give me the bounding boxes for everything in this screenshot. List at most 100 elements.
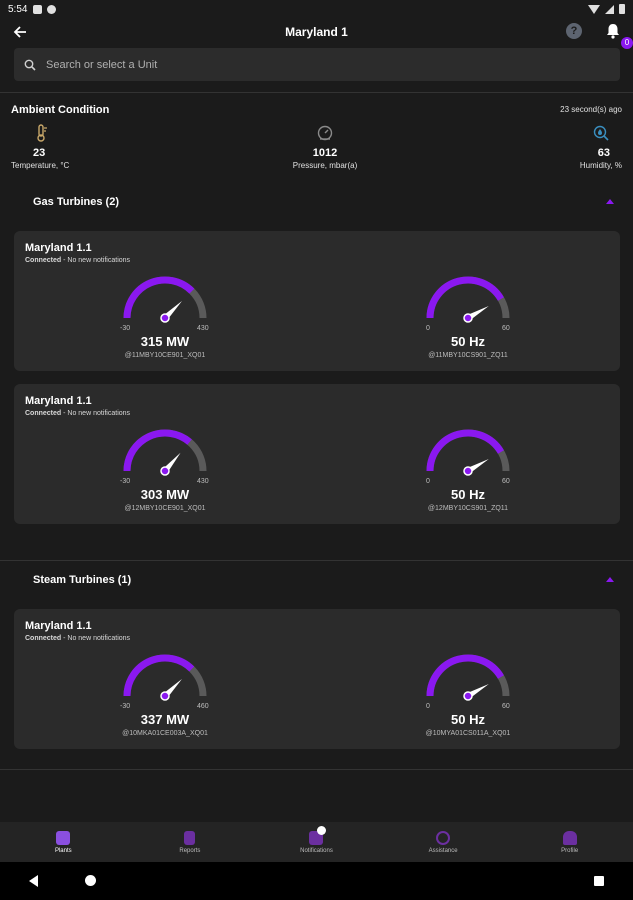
gauge-hub — [463, 691, 473, 701]
nav-label: Notifications — [300, 847, 333, 854]
gauge-track — [426, 654, 510, 697]
gauge-fill — [426, 429, 504, 472]
gauge-max: 60 — [502, 325, 510, 332]
gauge-tag: @12MBY10CS901_ZQ11 — [427, 505, 509, 512]
ambient-humidity: 63 Humidity, % — [560, 124, 622, 170]
pressure-value: 1012 — [312, 147, 338, 159]
unit-title: Maryland 1.1 — [25, 242, 92, 254]
divider — [0, 560, 633, 561]
frequency-gauge: 0 60 50 Hz @12MBY10CS901_ZQ11 — [398, 424, 538, 519]
unit-status: Connected - No new notifications — [25, 410, 131, 417]
gauge-track — [426, 429, 510, 472]
gauge-fill — [123, 654, 195, 697]
unit-title: Maryland 1.1 — [25, 395, 92, 407]
help-button[interactable]: ? — [566, 23, 582, 39]
system-back-button[interactable] — [29, 875, 38, 887]
unit-card[interactable]: Maryland 1.1 Connected - No new notifica… — [14, 384, 620, 524]
bell-icon — [607, 24, 619, 39]
gauge-value: 50 Hz — [451, 487, 485, 502]
nav-plants[interactable]: Plants — [0, 822, 127, 862]
gauge-tag: @12MBY10CE901_XQ01 — [124, 505, 206, 512]
gauge-value: 337 MW — [140, 712, 190, 727]
humidity-value: 63 — [597, 147, 610, 159]
thermometer-icon — [11, 124, 49, 144]
nav-assistance[interactable]: Assistance — [380, 822, 507, 862]
gauge-icon — [316, 124, 334, 144]
section-header-gas-turbines[interactable]: Gas Turbines (2) — [0, 183, 633, 223]
gauge-tag: @11MBY10CE901_XQ01 — [124, 352, 206, 359]
nav-notifications[interactable]: Notifications — [253, 822, 380, 862]
gauge-tag: @11MBY10CS901_ZQ11 — [428, 352, 508, 359]
gauge-fill — [426, 276, 504, 319]
gauge-value: 315 MW — [140, 334, 190, 349]
gauge-graphic — [426, 429, 510, 476]
power-gauge: -30 430 315 MW @11MBY10CE901_XQ01 — [95, 271, 235, 366]
temperature-label: Temperature, °C — [11, 161, 70, 170]
unit-status: Connected - No new notifications — [25, 257, 131, 264]
notification-dot — [317, 825, 327, 835]
nav-reports[interactable]: Reports — [127, 822, 254, 862]
ambient-title: Ambient Condition — [11, 104, 110, 116]
frequency-gauge: 0 60 50 Hz @11MBY10CS901_ZQ11 — [398, 271, 538, 366]
gauge-value: 50 Hz — [451, 334, 485, 349]
gauge-hub — [463, 313, 473, 323]
gauge-track — [123, 429, 207, 472]
gauge-graphic — [123, 654, 207, 701]
notifications-button[interactable] — [604, 22, 622, 40]
arrow-left-icon — [13, 26, 26, 38]
gauge-value: 50 Hz — [451, 712, 485, 727]
gauge-track — [123, 654, 207, 697]
gauge-max: 60 — [502, 703, 510, 710]
nav-label: Assistance — [428, 847, 458, 854]
divider — [0, 92, 633, 93]
system-recents-button[interactable] — [594, 876, 604, 886]
pressure-label: Pressure, mbar(a) — [292, 161, 358, 170]
status-time: 5:54 — [8, 3, 28, 15]
unit-card[interactable]: Maryland 1.1 Connected - No new notifica… — [14, 609, 620, 749]
person-icon — [562, 830, 577, 845]
search-input[interactable] — [46, 58, 586, 71]
section-gas-turbines: Gas Turbines (2) Maryland 1.1 Connected … — [0, 183, 633, 559]
unit-title: Maryland 1.1 — [25, 620, 92, 632]
gauge-min: -30 — [120, 325, 131, 332]
back-button[interactable] — [10, 22, 30, 42]
gauge-hub — [160, 466, 170, 476]
ambient-updated: 23 second(s) ago — [560, 105, 622, 114]
search-icon — [24, 59, 36, 71]
nav-label: Profile — [561, 847, 579, 854]
gauge-hub — [160, 313, 170, 323]
nav-profile[interactable]: Profile — [506, 822, 633, 862]
humidity-label: Humidity, % — [579, 161, 622, 170]
nav-label: Reports — [179, 847, 201, 854]
notification-icon — [309, 825, 327, 845]
nav-label: Plants — [54, 847, 72, 854]
ambient-temperature: 23 Temperature, °C — [11, 124, 69, 170]
section-title: Gas Turbines (2) — [33, 196, 119, 208]
section-title: Steam Turbines (1) — [33, 574, 132, 586]
section-header-steam-turbines[interactable]: Steam Turbines (1) — [0, 561, 633, 601]
frequency-gauge: 0 60 50 Hz @10MYA01CS011A_XQ01 — [398, 649, 538, 744]
report-icon — [184, 830, 196, 845]
unit-card[interactable]: Maryland 1.1 Connected - No new notifica… — [14, 231, 620, 371]
gauge-track — [426, 276, 510, 319]
gauge-graphic — [123, 276, 207, 323]
gauge-fill — [426, 654, 504, 697]
gauge-value: 303 MW — [140, 487, 190, 502]
no-sim-icon — [47, 4, 57, 14]
gauge-tag: @10MKA01CE003A_XQ01 — [122, 730, 208, 737]
unit-search[interactable] — [14, 48, 620, 81]
unit-status: Connected - No new notifications — [25, 635, 131, 642]
gauge-min: -30 — [120, 478, 131, 485]
system-home-button[interactable] — [85, 875, 96, 886]
gauge-graphic — [426, 654, 510, 701]
chevron-up-icon[interactable] — [606, 577, 614, 582]
app-bar: Maryland 1 ? 0 — [0, 18, 633, 49]
wifi-icon — [588, 4, 600, 14]
factory-icon — [56, 830, 71, 845]
power-gauge: -30 430 303 MW @12MBY10CE901_XQ01 — [95, 424, 235, 519]
chevron-up-icon[interactable] — [606, 199, 614, 204]
page-title: Maryland 1 — [285, 25, 348, 39]
gauge-min: 0 — [426, 478, 430, 485]
gauge-max: 430 — [197, 478, 209, 485]
gauge-fill — [123, 429, 192, 472]
